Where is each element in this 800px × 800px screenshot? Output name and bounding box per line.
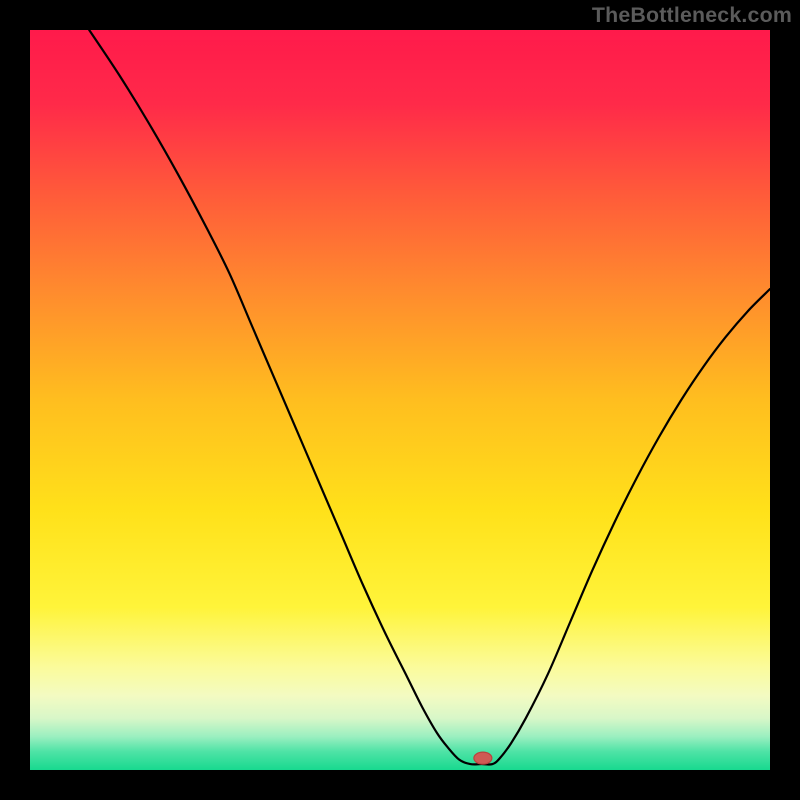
chart-stage: TheBottleneck.com [0, 0, 800, 800]
optimum-marker [474, 752, 492, 764]
bottleneck-chart [0, 0, 800, 800]
chart-plot-area [30, 30, 770, 770]
